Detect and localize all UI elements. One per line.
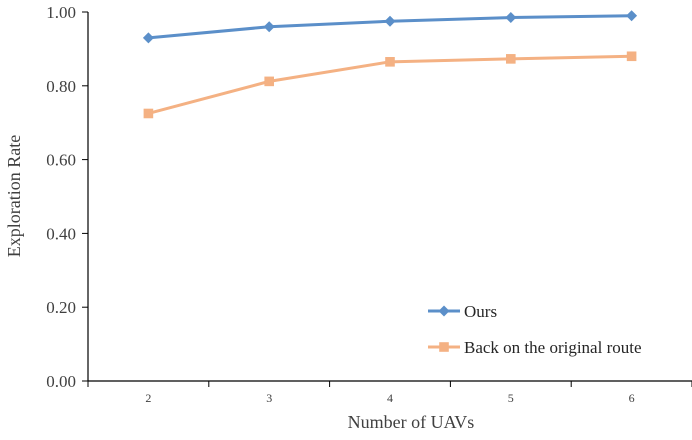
data-point — [384, 15, 396, 27]
legend-label: Ours — [464, 302, 497, 321]
series-layer — [142, 10, 638, 119]
data-point — [263, 21, 275, 33]
data-point — [385, 57, 395, 67]
y-tick-label: 0.00 — [46, 372, 76, 391]
data-point — [505, 12, 517, 24]
data-point — [264, 76, 274, 87]
legend-label: Back on the original route — [464, 338, 642, 357]
y-tick-label: 0.20 — [46, 298, 76, 317]
y-tick-label: 0.40 — [46, 224, 76, 243]
y-axis-title: Exploration Rate — [4, 135, 24, 257]
x-tick-label: 5 — [508, 391, 514, 405]
series-2 — [143, 51, 637, 119]
data-point — [506, 54, 516, 64]
legend-marker — [439, 342, 449, 352]
legend: Ours Back on the original route — [428, 302, 642, 357]
legend-item: Ours — [428, 302, 497, 321]
x-tick-label: 4 — [387, 391, 393, 405]
x-tick-label: 3 — [266, 391, 272, 405]
x-tick-label: 6 — [629, 391, 635, 405]
axes: 0.00 0.20 0.40 0.60 0.80 1.00 2 3 4 5 6 — [46, 3, 692, 405]
y-tick-label: 0.60 — [46, 151, 76, 170]
legend-item: Back on the original route — [428, 338, 642, 357]
data-point — [626, 10, 638, 22]
series-1 — [142, 10, 638, 44]
data-point — [142, 32, 154, 44]
legend-marker — [438, 305, 450, 317]
x-axis-title: Number of UAVs — [348, 412, 475, 432]
data-point — [626, 51, 637, 62]
data-point — [143, 108, 154, 119]
y-tick-label: 0.80 — [46, 77, 76, 96]
y-tick-label: 1.00 — [46, 3, 76, 22]
x-tick-label: 2 — [145, 391, 151, 405]
